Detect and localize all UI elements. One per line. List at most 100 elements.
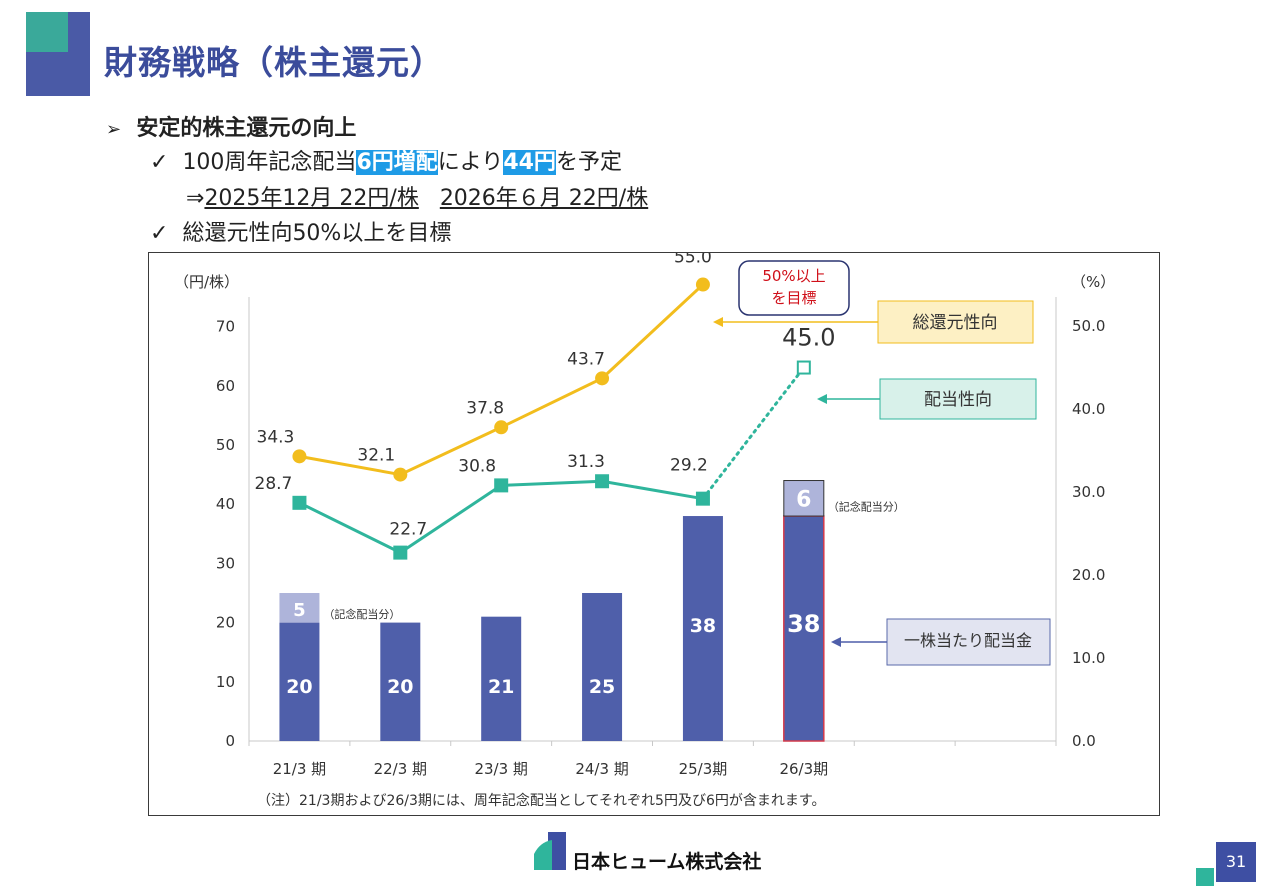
chart: （円/株） （%） 0 10 20 30 40 50 60 70 0.0 10.0 20.0 30.0 40… [174, 253, 1115, 809]
total-return-ratio-point [292, 449, 307, 464]
x-tick-label: 21/3 期 [273, 760, 326, 778]
dividend-bar [279, 622, 320, 741]
corner-deco-teal [26, 12, 68, 52]
left-tick-label: 70 [216, 318, 235, 336]
legend-dividend-box [886, 618, 1051, 666]
commemorative-bar-label: 5 [293, 600, 306, 621]
right-tick-label: 10.0 [1072, 649, 1105, 667]
commemorative-bar [783, 480, 825, 517]
right-tick-label: 20.0 [1072, 566, 1105, 584]
right-tick-label: 50.0 [1072, 317, 1105, 335]
payout-ratio-label: 29.2 [670, 456, 708, 476]
page-title: 財務戦略（株主還元） [104, 43, 444, 82]
bullet-dividend-plan: ✓ 100周年記念配当6円増配により44円を予定 [150, 144, 622, 176]
x-tick-label: 25/3期 [679, 760, 728, 778]
dividend-bar-label: 20 [387, 676, 413, 698]
dividend-schedule: ⇒2025年12月 22円/株 2026年６月 22円/株 [186, 180, 648, 212]
arrowhead-icon [817, 394, 827, 404]
arrow-bullet-icon: ➢ [106, 119, 122, 140]
right-tick-label: 40.0 [1072, 400, 1105, 418]
right-axis-title: （%） [1071, 273, 1115, 291]
target-callout-line1: 50%以上 [762, 267, 825, 285]
dividend-bar-label: 38 [690, 615, 716, 637]
total-return-ratio-label: 34.3 [257, 427, 295, 447]
right-tick-label: 30.0 [1072, 483, 1105, 501]
bullet-main: ➢ 安定的株主還元の向上 [106, 110, 356, 142]
chart-frame: （円/株） （%） 0 10 20 30 40 50 60 70 0.0 10.0 20.0 30.0 40… [148, 252, 1160, 816]
payout-ratio-label: 31.3 [567, 452, 605, 472]
left-tick-label: 10 [216, 673, 235, 691]
dividend-bar [783, 515, 825, 742]
payout-ratio-label: 30.8 [458, 456, 496, 476]
left-tick-label: 40 [216, 495, 235, 513]
total-return-ratio-label: 37.8 [466, 398, 504, 418]
target-callout-line2: を目標 [771, 289, 816, 307]
payout-ratio-label: 22.7 [389, 520, 427, 540]
implies-icon: ⇒ [186, 186, 205, 211]
x-tick-label: 22/3 期 [374, 760, 427, 778]
dividend-bar [481, 616, 522, 741]
total-return-ratio-point [595, 371, 610, 386]
left-axis-title: （円/株） [174, 273, 239, 291]
schedule-jun: 2026年６月 22円/株 [439, 186, 649, 211]
page-number-deco [1196, 868, 1214, 886]
commemorative-note: （記念配当分） [323, 607, 400, 621]
legend-total-return-label: 総還元性向 [913, 313, 998, 333]
total-return-ratio-point [494, 420, 509, 435]
dividend-bar [582, 593, 623, 741]
line1-pre: 100周年記念配当 [182, 150, 357, 175]
dividend-bar-label: 21 [488, 676, 514, 698]
dividend-bar-label: 25 [589, 676, 615, 698]
left-tick-label: 30 [216, 554, 235, 572]
bullet-target: ✓ 総還元性向50%以上を目標 [150, 215, 451, 247]
payout-ratio-point [695, 491, 710, 506]
bullet-main-text: 安定的株主還元の向上 [136, 116, 357, 141]
x-tick-label: 23/3 期 [474, 760, 527, 778]
payout-ratio-point [494, 478, 509, 493]
company-name: 日本ヒューム株式会社 [572, 851, 762, 873]
line1-highlight-1: 6円増配 [356, 150, 438, 175]
check-icon: ✓ [150, 221, 169, 246]
line1-highlight-2: 44円 [503, 150, 556, 175]
total-return-ratio-point [393, 467, 408, 482]
total-return-ratio-point [695, 277, 710, 292]
target-text: 総還元性向50%以上を目標 [182, 221, 452, 246]
payout-ratio-point [393, 545, 408, 560]
dividend-bar-label: 38 [787, 610, 820, 638]
left-tick-label: 50 [216, 436, 235, 454]
legend-payout-label: 配当性向 [924, 390, 992, 410]
payout-ratio-point [796, 360, 811, 375]
schedule-dec: 2025年12月 22円/株 [204, 186, 419, 211]
left-tick-label: 60 [216, 377, 235, 395]
arrowhead-icon [713, 317, 723, 327]
page-number: 31 [1216, 842, 1256, 882]
left-tick-label: 20 [216, 614, 235, 632]
check-icon: ✓ [150, 150, 169, 175]
x-tick-label: 26/3期 [779, 760, 828, 778]
arrowhead-icon [831, 637, 841, 647]
payout-ratio-point [595, 474, 610, 489]
total-return-ratio-label: 43.7 [567, 349, 605, 369]
payout-ratio-label: 45.0 [782, 324, 835, 352]
target-callout-box [738, 260, 850, 316]
commemorative-bar-label: 6 [796, 487, 811, 512]
dividend-bar [682, 516, 723, 741]
payout-ratio-label: 28.7 [255, 474, 293, 494]
chart-note: （注）21/3期および26/3期には、周年記念配当としてそれぞれ5円及び6円が含… [257, 792, 825, 809]
left-tick-label: 0 [225, 732, 235, 750]
dividend-bar [380, 622, 421, 741]
line1-mid: により [437, 150, 504, 175]
right-tick-label: 0.0 [1072, 732, 1096, 750]
line1-post: を予定 [555, 150, 622, 175]
payout-ratio-point [292, 495, 307, 510]
total-return-ratio-label: 32.1 [357, 446, 395, 466]
legend-dividend-label: 一株当たり配当金 [904, 631, 1032, 650]
company-logo-icon [534, 832, 566, 870]
x-tick-label: 24/3 期 [575, 760, 628, 778]
dividend-bar-label: 20 [286, 676, 312, 698]
commemorative-note: （記念配当分） [828, 499, 905, 513]
legend-payout-box [879, 378, 1037, 420]
total-return-ratio-label: 55.0 [674, 253, 712, 268]
commemorative-bar [279, 593, 320, 623]
payout-ratio-forecast-line [701, 366, 806, 501]
